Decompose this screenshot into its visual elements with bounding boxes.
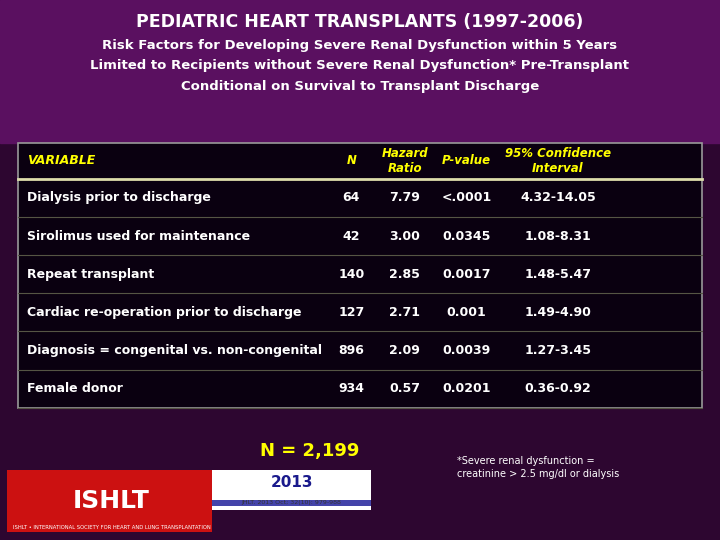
Text: 4.32-14.05: 4.32-14.05 (520, 191, 596, 205)
Text: Diagnosis = congenital vs. non-congenital: Diagnosis = congenital vs. non-congenita… (27, 344, 323, 357)
Text: 140: 140 (338, 268, 364, 281)
Text: 934: 934 (338, 382, 364, 395)
Text: 2.71: 2.71 (389, 306, 420, 319)
Text: N: N (346, 154, 356, 167)
Text: 1.48-5.47: 1.48-5.47 (524, 268, 592, 281)
Text: JHLT. 2013 Oct; 32(10): 979-988: JHLT. 2013 Oct; 32(10): 979-988 (242, 500, 341, 505)
Text: 2.09: 2.09 (390, 344, 420, 357)
Text: Dialysis prior to discharge: Dialysis prior to discharge (27, 191, 211, 205)
Bar (7, 470, 212, 532)
Text: 7.79: 7.79 (390, 191, 420, 205)
Bar (212, 470, 371, 510)
Text: 0.0201: 0.0201 (442, 382, 491, 395)
Text: 0.0345: 0.0345 (442, 230, 491, 242)
Text: 1.27-3.45: 1.27-3.45 (524, 344, 592, 357)
Text: P-value: P-value (442, 154, 491, 167)
Text: 0.57: 0.57 (389, 382, 420, 395)
Text: Female donor: Female donor (27, 382, 123, 395)
Text: Cardiac re-operation prior to discharge: Cardiac re-operation prior to discharge (27, 306, 302, 319)
Text: 0.0039: 0.0039 (442, 344, 491, 357)
Text: 0.001: 0.001 (446, 306, 487, 319)
Bar (18, 143, 702, 408)
Text: 3.00: 3.00 (390, 230, 420, 242)
Text: 0.0017: 0.0017 (442, 268, 491, 281)
Text: VARIABLE: VARIABLE (27, 154, 96, 167)
Text: ISHLT: ISHLT (73, 489, 150, 512)
Text: PEDIATRIC HEART TRANSPLANTS (1997-2006): PEDIATRIC HEART TRANSPLANTS (1997-2006) (136, 12, 584, 31)
Text: 42: 42 (343, 230, 360, 242)
Text: 1.08-8.31: 1.08-8.31 (525, 230, 591, 242)
Text: Risk Factors for Developing Severe Renal Dysfunction within 5 Years: Risk Factors for Developing Severe Renal… (102, 39, 618, 52)
Text: Hazard
Ratio: Hazard Ratio (382, 147, 428, 175)
Text: 127: 127 (338, 306, 364, 319)
Text: 1.49-4.90: 1.49-4.90 (525, 306, 591, 319)
Bar (0, 0, 720, 143)
Text: Conditional on Survival to Transplant Discharge: Conditional on Survival to Transplant Di… (181, 80, 539, 93)
Text: Repeat transplant: Repeat transplant (27, 268, 155, 281)
Text: Sirolimus used for maintenance: Sirolimus used for maintenance (27, 230, 251, 242)
Text: <.0001: <.0001 (441, 191, 492, 205)
Text: ISHLT • INTERNATIONAL SOCIETY FOR HEART AND LUNG TRANSPLANTATION: ISHLT • INTERNATIONAL SOCIETY FOR HEART … (13, 525, 210, 530)
Text: N = 2,199: N = 2,199 (260, 442, 359, 460)
Bar (212, 500, 371, 506)
Text: 2013: 2013 (270, 475, 313, 490)
Text: 896: 896 (338, 344, 364, 357)
Text: 2.85: 2.85 (390, 268, 420, 281)
Text: 0.36-0.92: 0.36-0.92 (525, 382, 591, 395)
Text: 64: 64 (343, 191, 360, 205)
Text: 95% Confidence
Interval: 95% Confidence Interval (505, 147, 611, 175)
Text: Limited to Recipients without Severe Renal Dysfunction* Pre-Transplant: Limited to Recipients without Severe Ren… (91, 59, 629, 72)
Text: *Severe renal dysfunction =
creatinine > 2.5 mg/dl or dialysis: *Severe renal dysfunction = creatinine >… (457, 456, 619, 478)
